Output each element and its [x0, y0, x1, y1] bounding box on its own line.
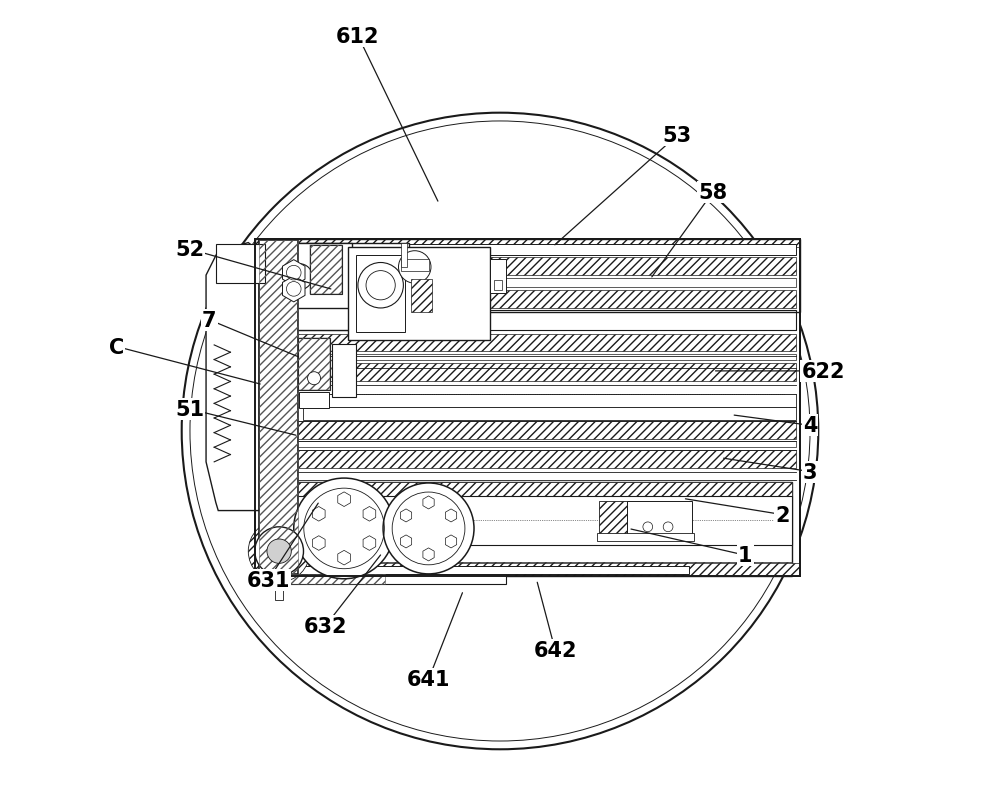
Bar [259, 241, 298, 574]
Bar [259, 258, 796, 276]
Bar [310, 246, 342, 294]
Bar [411, 280, 432, 312]
Polygon shape [338, 551, 350, 565]
Polygon shape [283, 260, 305, 286]
Circle shape [383, 483, 474, 574]
Bar [255, 563, 800, 576]
Text: 52: 52 [175, 240, 204, 260]
Bar [310, 246, 342, 294]
Text: 4: 4 [803, 416, 817, 436]
Bar [267, 566, 689, 574]
Bar [259, 243, 409, 331]
Polygon shape [312, 507, 325, 521]
Bar [298, 361, 356, 377]
Circle shape [267, 539, 291, 564]
Bar [263, 483, 792, 576]
Circle shape [182, 114, 818, 749]
Text: 1: 1 [738, 546, 752, 565]
Bar [401, 243, 407, 268]
Bar [287, 574, 385, 584]
Text: 51: 51 [175, 400, 204, 419]
Circle shape [255, 527, 303, 576]
Bar [263, 496, 792, 545]
Bar [263, 562, 792, 576]
Bar [259, 422, 796, 440]
Bar [298, 338, 330, 391]
Bar [259, 241, 298, 574]
Text: 622: 622 [801, 362, 845, 381]
Text: 642: 642 [533, 641, 577, 660]
Bar [259, 451, 796, 469]
Bar [303, 395, 796, 407]
Bar [599, 501, 627, 535]
Polygon shape [363, 536, 376, 551]
Text: 631: 631 [247, 570, 290, 590]
Text: 2: 2 [775, 505, 790, 525]
Bar [259, 290, 796, 308]
Circle shape [358, 263, 403, 309]
Bar [259, 278, 796, 288]
Bar [259, 245, 796, 255]
Bar [216, 245, 265, 284]
Text: 632: 632 [304, 616, 347, 636]
Circle shape [286, 264, 312, 290]
Bar [597, 534, 694, 542]
Polygon shape [423, 548, 434, 561]
Text: 3: 3 [803, 462, 817, 482]
Bar [255, 239, 800, 576]
Bar [259, 243, 352, 308]
Polygon shape [445, 509, 457, 522]
Bar [255, 239, 800, 312]
Bar [271, 574, 506, 584]
Bar [255, 239, 800, 247]
Bar [332, 345, 356, 397]
Polygon shape [400, 535, 412, 548]
Bar [259, 354, 796, 361]
Circle shape [294, 478, 394, 579]
Text: C: C [109, 337, 124, 357]
Bar [303, 408, 796, 420]
Circle shape [286, 266, 301, 281]
Bar [259, 441, 796, 448]
Circle shape [399, 251, 431, 284]
Bar [298, 338, 330, 391]
Polygon shape [338, 492, 350, 507]
Polygon shape [423, 496, 434, 509]
Text: 53: 53 [662, 127, 692, 146]
Bar [490, 260, 506, 294]
Bar [348, 247, 490, 341]
Bar [627, 501, 692, 535]
Bar [401, 260, 429, 272]
Circle shape [366, 271, 395, 301]
Text: 641: 641 [407, 670, 450, 689]
Text: 58: 58 [698, 183, 727, 203]
Polygon shape [445, 535, 457, 548]
Polygon shape [312, 536, 325, 551]
Polygon shape [363, 507, 376, 521]
Bar [299, 393, 329, 409]
Text: 7: 7 [202, 311, 217, 330]
Polygon shape [206, 243, 259, 511]
Bar [356, 255, 405, 333]
Bar [298, 361, 356, 377]
Bar [259, 334, 796, 352]
Polygon shape [283, 277, 305, 303]
Bar [259, 311, 796, 331]
Text: 612: 612 [336, 27, 380, 46]
Bar [275, 580, 283, 600]
Bar [263, 483, 792, 496]
Polygon shape [400, 509, 412, 522]
Circle shape [308, 372, 321, 385]
Circle shape [286, 282, 301, 297]
Circle shape [248, 521, 310, 582]
Bar [259, 363, 796, 381]
Bar [494, 281, 502, 290]
